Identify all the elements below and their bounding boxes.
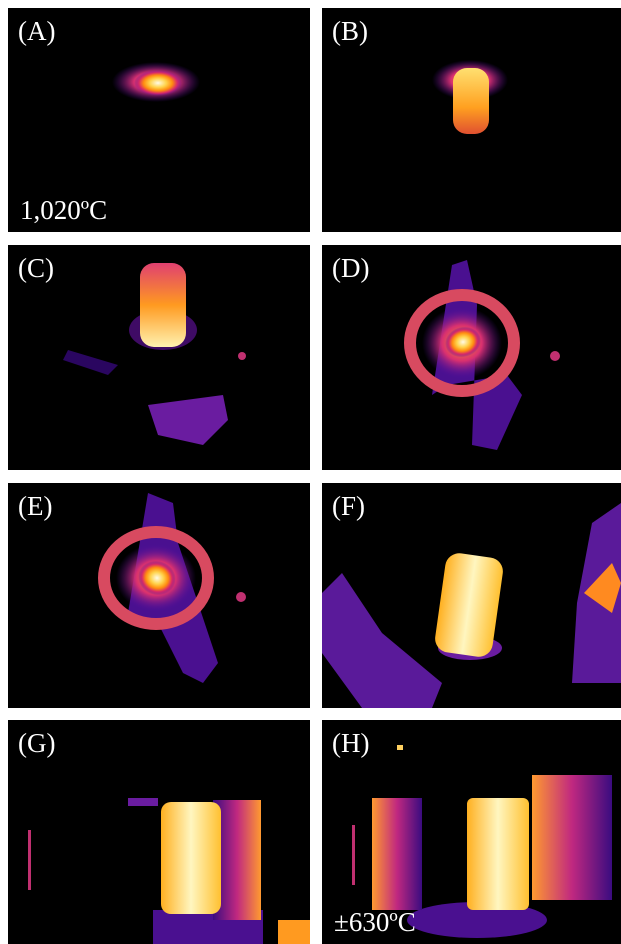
- hot-spot: [397, 745, 403, 750]
- hot-spot: [238, 352, 246, 360]
- edge: [128, 798, 158, 806]
- hot-spot: [550, 351, 560, 361]
- edge: [352, 825, 355, 885]
- panel: (F): [322, 483, 621, 708]
- temperature-note: ±630ºC: [334, 907, 416, 938]
- mould-part: [63, 350, 118, 375]
- panel-label: (C): [18, 253, 54, 284]
- thermal-image: [8, 483, 310, 708]
- edge: [28, 830, 31, 890]
- hot-spot: [236, 592, 246, 602]
- crucible: [161, 802, 221, 914]
- panel-label: (A): [18, 16, 55, 47]
- panel-label: (D): [332, 253, 369, 284]
- mould-part: [322, 573, 442, 708]
- panel-label: (B): [332, 16, 368, 47]
- panel: (G): [8, 720, 310, 944]
- crucible: [453, 68, 489, 134]
- crucible: [140, 263, 186, 347]
- crucible: [134, 70, 182, 96]
- panel-label: (H): [332, 728, 369, 759]
- panel-label: (E): [18, 491, 52, 522]
- furnace-door: [372, 798, 422, 910]
- mould-part: [148, 395, 228, 445]
- panel: (B): [322, 8, 621, 232]
- crucible: [467, 798, 529, 910]
- panel: (C): [8, 245, 310, 470]
- hot-spot: [278, 920, 310, 944]
- panel: (D): [322, 245, 621, 470]
- furnace-door: [532, 775, 612, 900]
- panel-label: (G): [18, 728, 55, 759]
- panel-label: (F): [332, 491, 365, 522]
- panel: (A) 1,020ºC: [8, 8, 310, 232]
- figure: (A) 1,020ºC (B) (C) (D) (E) (F): [0, 0, 621, 944]
- temperature-note: 1,020ºC: [20, 195, 107, 226]
- panel: (E): [8, 483, 310, 708]
- thermal-image: [322, 483, 621, 708]
- panel: (H) ±630ºC: [322, 720, 621, 944]
